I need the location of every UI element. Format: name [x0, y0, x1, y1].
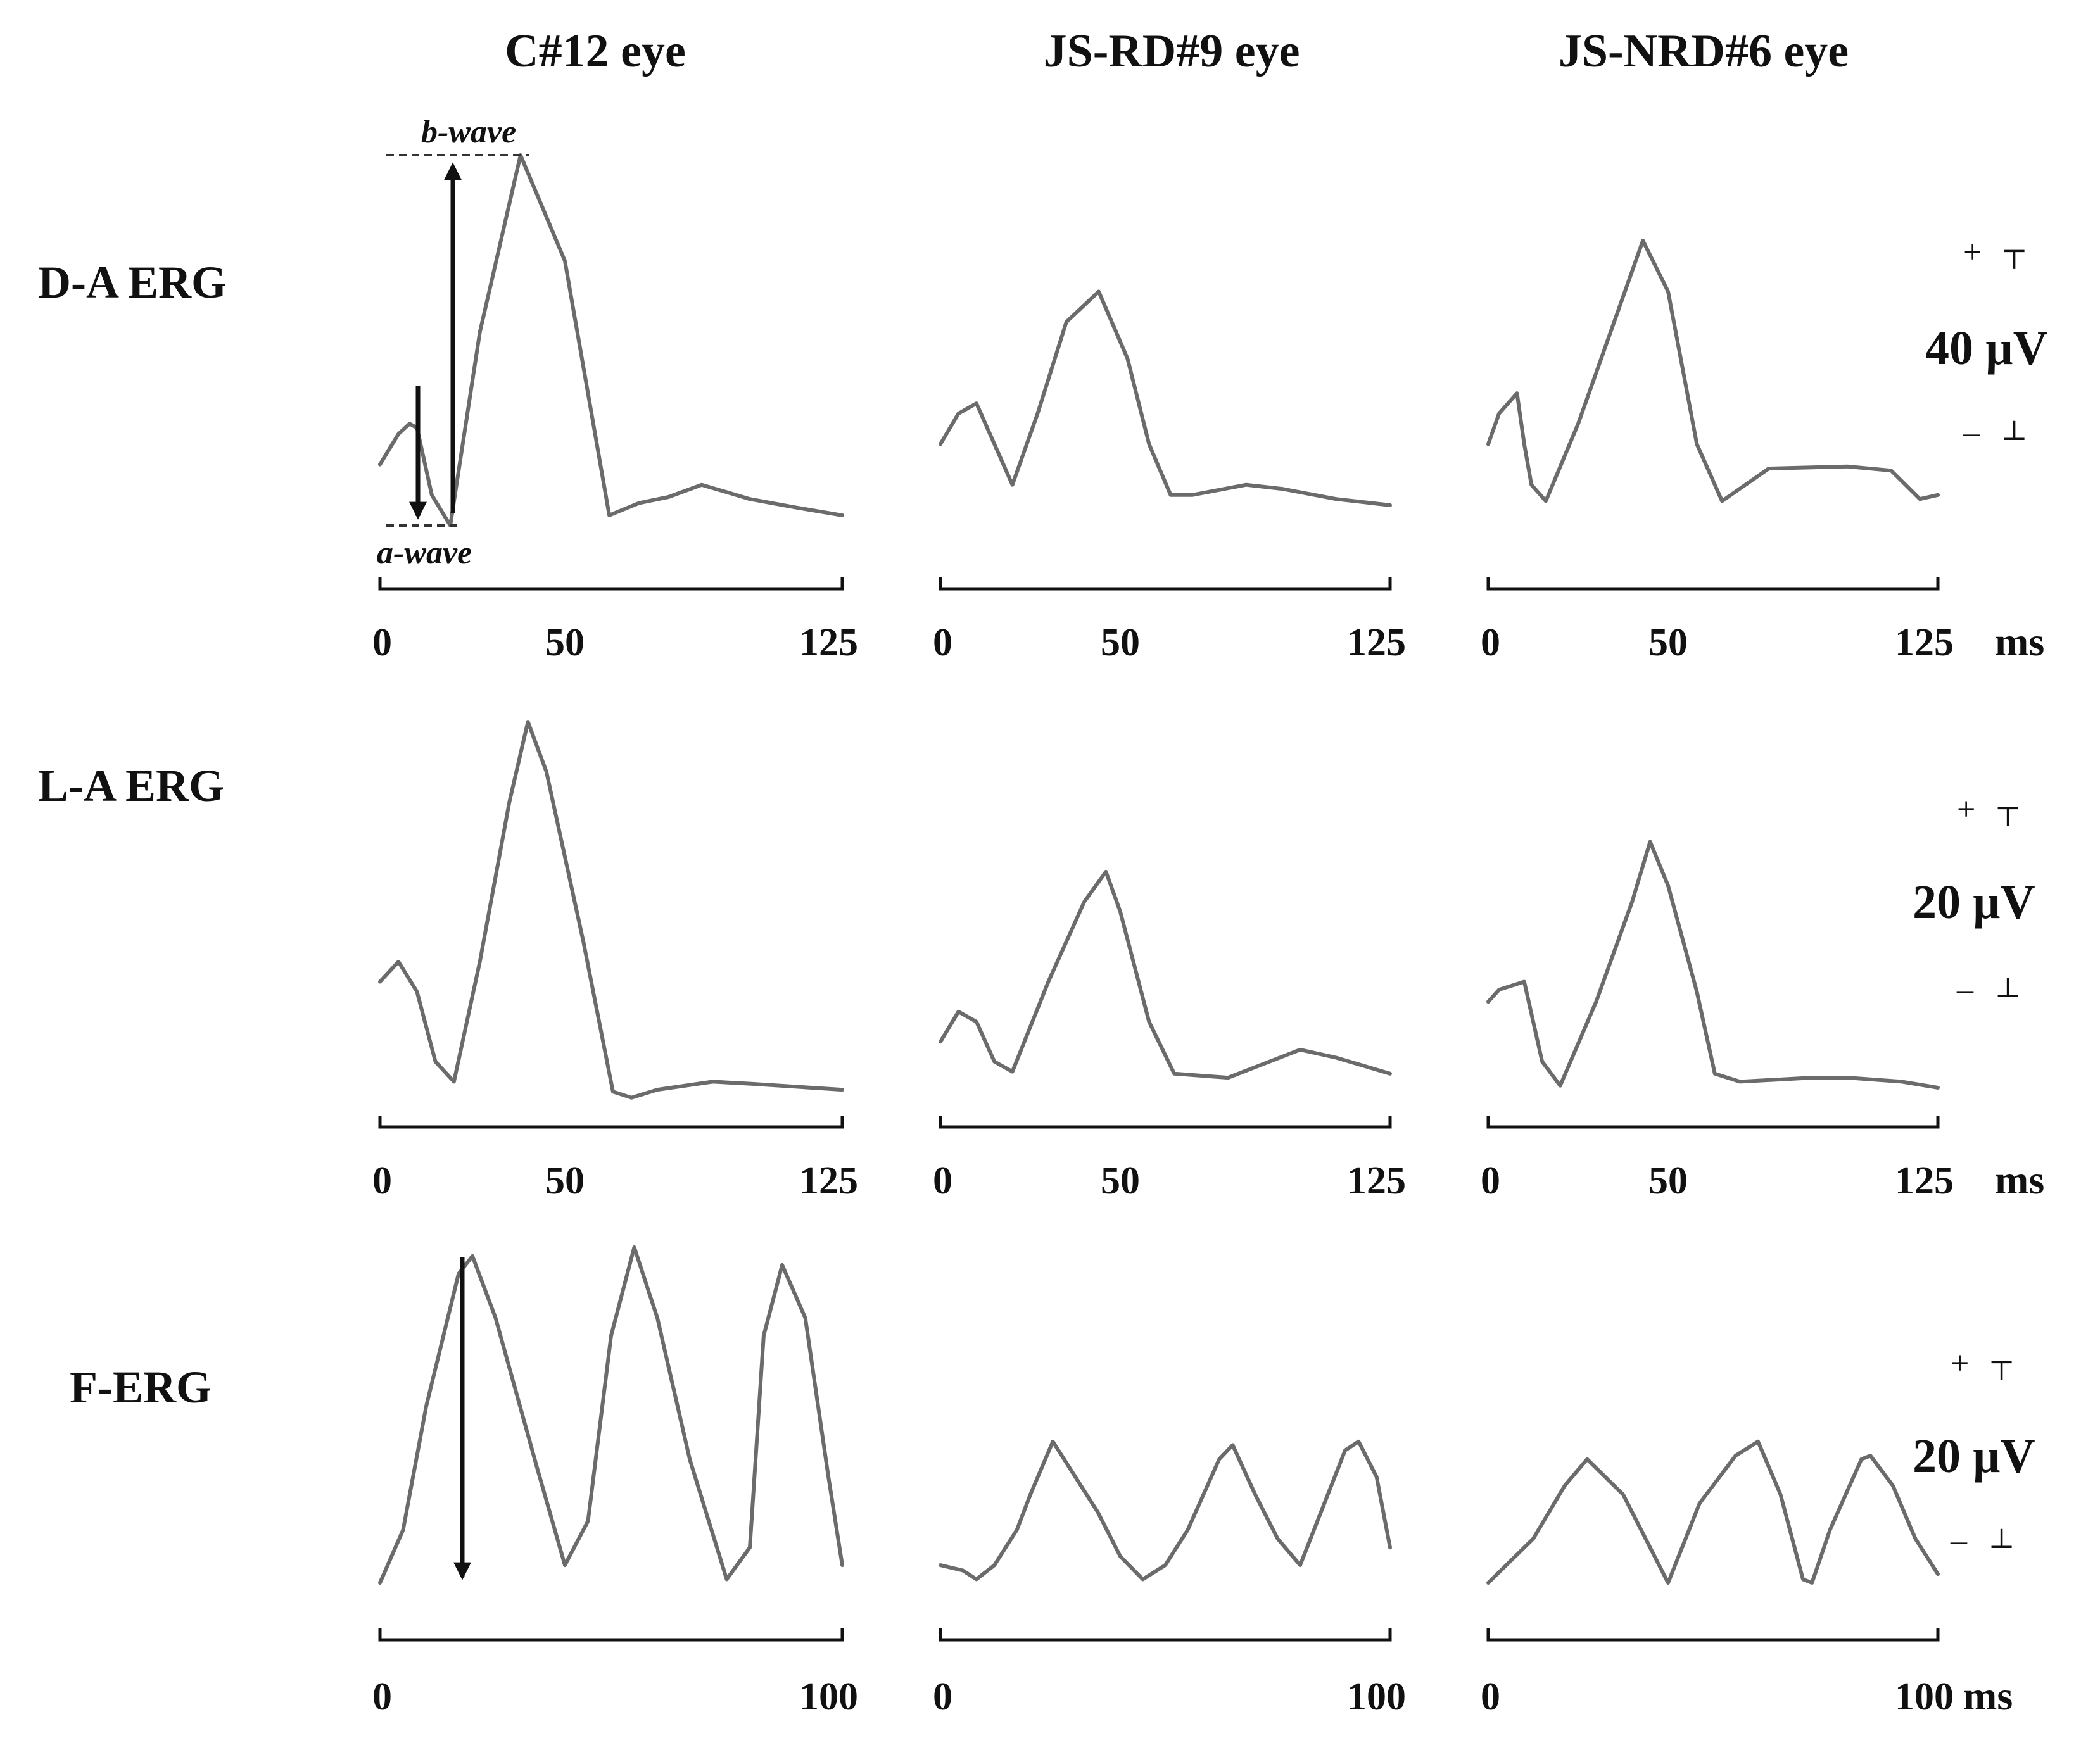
column-title-c12: C#12 eye: [505, 25, 686, 77]
annotation-b-wave: b-wave: [386, 114, 529, 513]
panels-group: 0 50 125 0 50 125 0 50 125 0 50 125 0 50 125 0 50 125 0 100…: [372, 153, 1954, 1718]
scale-plus: +: [1957, 791, 1975, 828]
tick-label: 50: [1101, 621, 1140, 664]
time-unit-row-3: ms: [1963, 1673, 2013, 1718]
erg-trace-3-c12: [378, 1245, 844, 1585]
tick-label: 0: [372, 1159, 392, 1202]
tick-label: 0: [372, 621, 392, 664]
scale-plus: +: [1963, 234, 1982, 270]
tick-label: 0: [1481, 1675, 1500, 1718]
scale-value-row-2: 20 µV: [1913, 876, 2035, 929]
tick-label: 0: [933, 1159, 952, 1202]
tick-label: 0: [933, 621, 952, 664]
scale-bar-row-3: + ⊤ 20 µV – ⊥: [1913, 1345, 2035, 1559]
tick-label: 0: [1481, 1159, 1500, 1202]
scale-top-mark: ⊤: [1995, 802, 2021, 833]
column-title-js-nrd6: JS-NRD#6 eye: [1559, 25, 1849, 77]
tick-label: 100: [799, 1675, 858, 1718]
time-axis-3-js-rd9: [939, 1628, 1392, 1642]
time-unit-row-1: ms: [1995, 619, 2044, 664]
tick-label: 50: [1101, 1159, 1140, 1202]
column-title-js-rd9: JS-RD#9 eye: [1044, 25, 1300, 77]
time-axis-1-c12: [378, 577, 844, 591]
tick-label: 50: [545, 1159, 585, 1202]
tick-label: 125: [799, 621, 858, 664]
tick-label: 0: [1481, 621, 1500, 664]
scale-bar-row-2: + ⊤ 20 µV – ⊥: [1913, 791, 2035, 1008]
time-axis-2-js-rd9: [939, 1116, 1392, 1129]
scale-bottom-mark: ⊥: [1995, 973, 2021, 1004]
time-axis-2-c12: [378, 1116, 844, 1129]
row-label-f-erg: F-ERG: [70, 1362, 212, 1413]
scale-minus: –: [1950, 1523, 1968, 1559]
tick-label: 50: [545, 621, 585, 664]
row-label-la-erg: L-A ERG: [38, 760, 224, 811]
scale-minus: –: [1956, 972, 1974, 1008]
erg-trace-2-js-rd9: [939, 869, 1392, 1080]
scale-value-row-1: 40 µV: [1925, 322, 2048, 375]
erg-trace-1-js-nrd6: [1486, 239, 1940, 503]
scale-bottom-mark: ⊥: [1989, 1523, 2015, 1554]
scale-bottom-mark: ⊥: [2001, 415, 2027, 446]
erg-trace-2-c12: [378, 720, 844, 1100]
time-axis-1-js-rd9: [939, 577, 1392, 591]
erg-trace-1-c12: [378, 153, 844, 527]
scale-value-row-3: 20 µV: [1913, 1430, 2035, 1483]
a-wave-label: a-wave: [377, 535, 472, 571]
tick-label: 125: [1347, 1159, 1406, 1202]
tick-label: 100: [1895, 1675, 1954, 1718]
erg-trace-2-js-nrd6: [1486, 840, 1940, 1090]
tick-label: 125: [1347, 621, 1406, 664]
tick-label: 0: [933, 1675, 952, 1718]
scale-bar-row-1: + ⊤ 40 µV – ⊥: [1925, 234, 2048, 451]
scale-minus: –: [1963, 415, 1980, 451]
time-unit-row-2: ms: [1995, 1157, 2044, 1202]
tick-label: 125: [799, 1159, 858, 1202]
tick-label: 100: [1347, 1675, 1406, 1718]
tick-label: 125: [1895, 1159, 1954, 1202]
scale-top-mark: ⊤: [1989, 1356, 2015, 1387]
tick-label: 0: [372, 1675, 392, 1718]
row-label-da-erg: D-A ERG: [38, 257, 227, 308]
erg-trace-1-js-rd9: [939, 289, 1392, 507]
b-wave-label: b-wave: [421, 114, 516, 150]
time-axis-2-js-nrd6: [1486, 1116, 1940, 1129]
scale-top-mark: ⊤: [2001, 244, 2027, 275]
tick-label: 50: [1648, 621, 1688, 664]
tick-label: 50: [1648, 1159, 1688, 1202]
time-axis-3-js-nrd6: [1486, 1628, 1940, 1642]
erg-trace-3-js-rd9: [939, 1439, 1392, 1582]
tick-label: 125: [1895, 621, 1954, 664]
erg-trace-3-js-nrd6: [1486, 1439, 1940, 1585]
time-axis-1-js-nrd6: [1486, 577, 1940, 591]
scale-plus: +: [1951, 1345, 1969, 1382]
annotation-a-wave: a-wave: [377, 386, 472, 571]
time-axis-3-c12: [378, 1628, 844, 1642]
